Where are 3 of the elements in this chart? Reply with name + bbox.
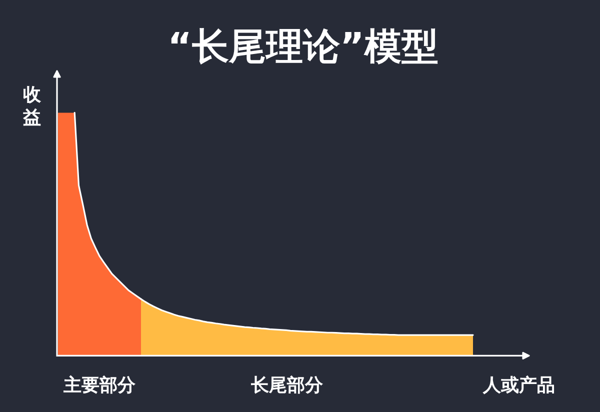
- ylabel: 收益: [23, 84, 41, 128]
- xlabel: 人或产品: [483, 375, 555, 396]
- title: “长尾理论”模型: [168, 25, 438, 68]
